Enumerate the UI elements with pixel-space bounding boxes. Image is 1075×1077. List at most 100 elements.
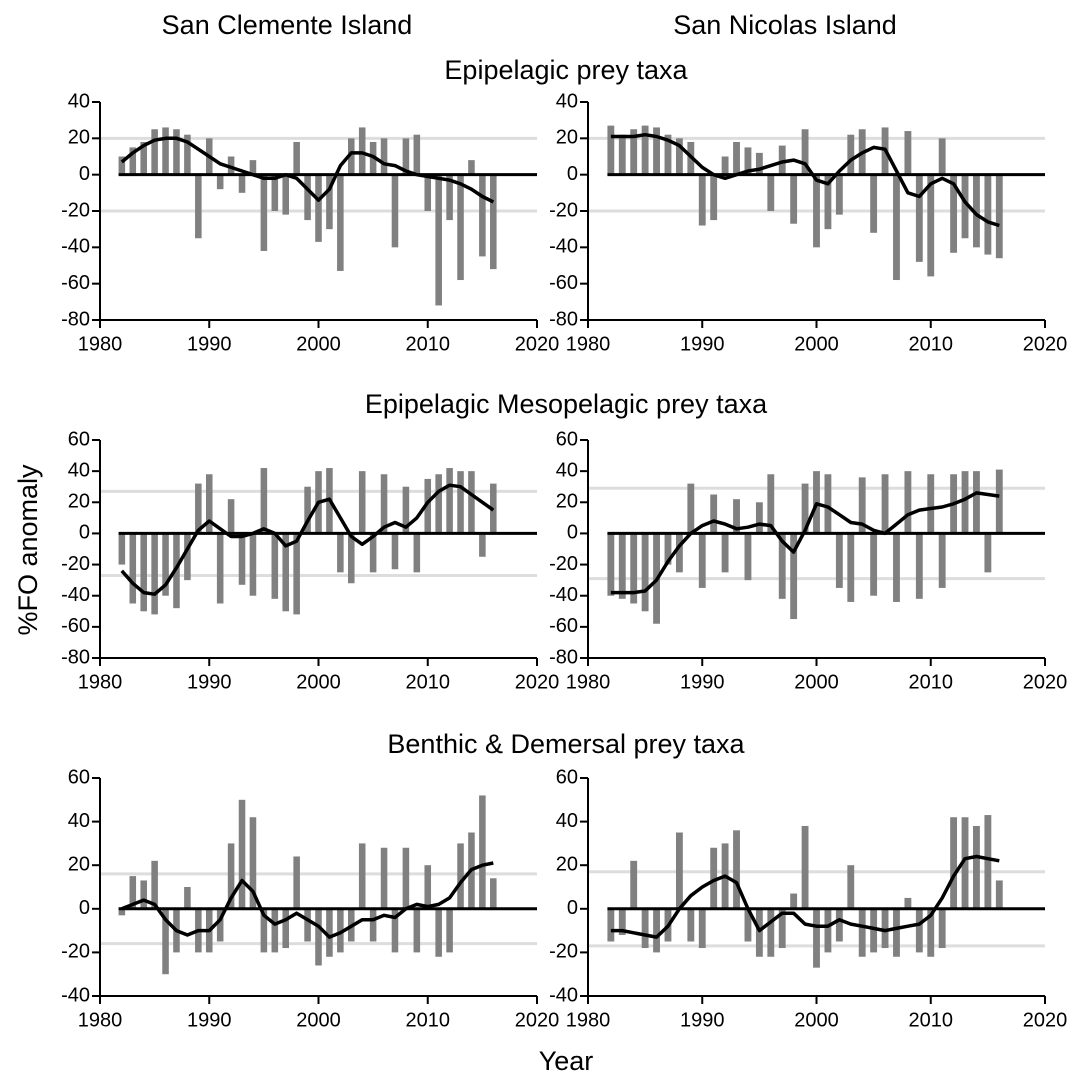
bar	[938, 138, 946, 175]
bar	[151, 129, 158, 175]
bar	[675, 832, 683, 909]
bar	[271, 908, 279, 953]
bar	[118, 533, 126, 565]
bar	[950, 174, 958, 253]
bar	[618, 533, 626, 599]
bar	[260, 908, 268, 953]
bar	[195, 174, 202, 239]
bar	[271, 174, 279, 211]
x-tick-label: 2000	[296, 333, 341, 355]
x-tick-label: 2000	[296, 1009, 341, 1031]
y-tick-label: -40	[549, 236, 578, 258]
y-tick-label: -80	[61, 308, 90, 330]
bar	[260, 468, 268, 534]
bar	[767, 474, 775, 534]
x-tick-label: 2020	[1023, 333, 1068, 355]
bar	[457, 174, 464, 281]
bar	[618, 134, 626, 175]
y-tick-label: -60	[61, 615, 90, 637]
bar	[140, 880, 147, 909]
bar	[915, 533, 923, 599]
bar	[151, 533, 158, 615]
y-tick-label: -60	[549, 615, 578, 637]
bar	[767, 174, 775, 211]
y-tick-label: -20	[61, 553, 90, 575]
bar	[801, 129, 809, 175]
x-tick-label: 1980	[78, 333, 123, 355]
bar	[249, 817, 257, 909]
bar	[653, 908, 660, 953]
bar	[402, 138, 410, 175]
bar	[938, 908, 946, 949]
bar	[184, 134, 191, 175]
bar	[446, 908, 453, 953]
bar	[260, 174, 268, 251]
bar	[733, 499, 740, 534]
bar	[858, 477, 866, 534]
x-tick-label: 1990	[187, 671, 232, 693]
column-title: San Nicolas Island	[673, 10, 897, 40]
y-tick-label: -40	[61, 984, 90, 1006]
bar	[904, 131, 912, 175]
bar	[755, 908, 763, 957]
y-tick-label: 0	[567, 522, 578, 544]
bar	[824, 474, 832, 534]
y-tick-label: 0	[567, 897, 578, 919]
bar	[479, 174, 486, 257]
row-title: Benthic & Demersal prey taxa	[387, 729, 745, 759]
bar	[927, 474, 935, 534]
y-tick-label: 20	[68, 127, 90, 149]
bar	[216, 533, 224, 604]
x-tick-label: 2010	[909, 671, 954, 693]
bar	[151, 860, 158, 909]
bar	[391, 174, 399, 248]
bar	[457, 843, 464, 909]
y-tick-label: 40	[68, 810, 90, 832]
bar	[618, 908, 626, 935]
bar	[733, 830, 740, 909]
bar	[641, 908, 649, 949]
y-tick-label: 40	[68, 90, 90, 112]
bar	[326, 908, 333, 957]
smooth-line	[610, 854, 1000, 939]
bar	[961, 471, 969, 534]
bar	[435, 174, 442, 306]
bar	[238, 799, 246, 909]
y-tick-label: -20	[549, 199, 578, 221]
bar	[653, 127, 660, 175]
bar	[238, 174, 246, 193]
y-axis-label: %FO anomaly	[13, 464, 43, 636]
bar	[337, 908, 344, 953]
bar	[790, 893, 798, 909]
bar	[870, 174, 878, 233]
bar	[205, 474, 213, 534]
bar	[227, 843, 235, 909]
bar	[293, 533, 300, 615]
y-tick-label: 20	[556, 491, 578, 513]
bar	[249, 533, 257, 596]
bar	[790, 174, 798, 224]
bar	[824, 908, 832, 953]
bar	[881, 474, 889, 534]
bar	[801, 825, 809, 909]
y-tick-label: -20	[549, 553, 578, 575]
y-tick-label: -40	[61, 236, 90, 258]
x-tick-label: 1980	[566, 671, 611, 693]
bar	[778, 145, 786, 175]
bar	[315, 908, 322, 966]
x-tick-label: 2010	[406, 671, 451, 693]
bar	[282, 908, 290, 949]
bar	[710, 494, 718, 534]
bar	[216, 174, 224, 190]
y-tick-label: 60	[556, 428, 578, 450]
bar	[847, 134, 855, 175]
bar	[698, 908, 706, 949]
bar	[881, 908, 889, 949]
bar	[238, 533, 246, 585]
bar	[801, 483, 809, 534]
bar	[904, 471, 912, 534]
y-tick-label: 0	[567, 163, 578, 185]
bar	[755, 502, 763, 534]
bar	[995, 880, 1003, 909]
